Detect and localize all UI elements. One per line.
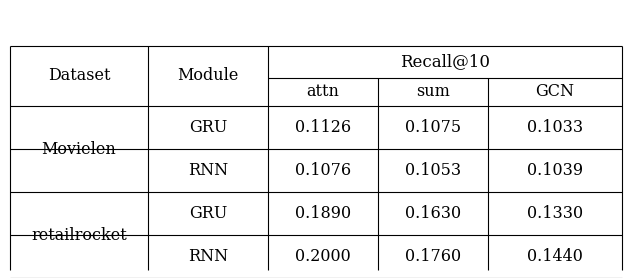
Text: GRU: GRU [189, 119, 227, 136]
Text: 0.1126: 0.1126 [295, 119, 351, 136]
Text: sum: sum [416, 83, 450, 101]
Text: attn: attn [307, 83, 339, 101]
Text: Recall@10: Recall@10 [400, 53, 490, 71]
Text: 0.1440: 0.1440 [527, 248, 583, 265]
Text: 0.1890: 0.1890 [295, 205, 351, 222]
Text: RNN: RNN [188, 248, 228, 265]
Text: 0.1075: 0.1075 [405, 119, 461, 136]
Text: 0.1039: 0.1039 [527, 162, 583, 179]
Text: Movielen: Movielen [42, 140, 116, 158]
Text: RNN: RNN [188, 162, 228, 179]
Text: 0.1076: 0.1076 [295, 162, 351, 179]
Text: Dataset: Dataset [48, 68, 110, 85]
Text: 0.1330: 0.1330 [527, 205, 583, 222]
Text: 0.1630: 0.1630 [405, 205, 461, 222]
Text: Module: Module [177, 68, 239, 85]
Text: GRU: GRU [189, 205, 227, 222]
Text: 0.1033: 0.1033 [527, 119, 583, 136]
Text: 0.1053: 0.1053 [405, 162, 461, 179]
Text: 0.1760: 0.1760 [405, 248, 461, 265]
Text: GCN: GCN [536, 83, 575, 101]
Text: retailrocket: retailrocket [31, 227, 127, 244]
Text: 0.2000: 0.2000 [295, 248, 351, 265]
